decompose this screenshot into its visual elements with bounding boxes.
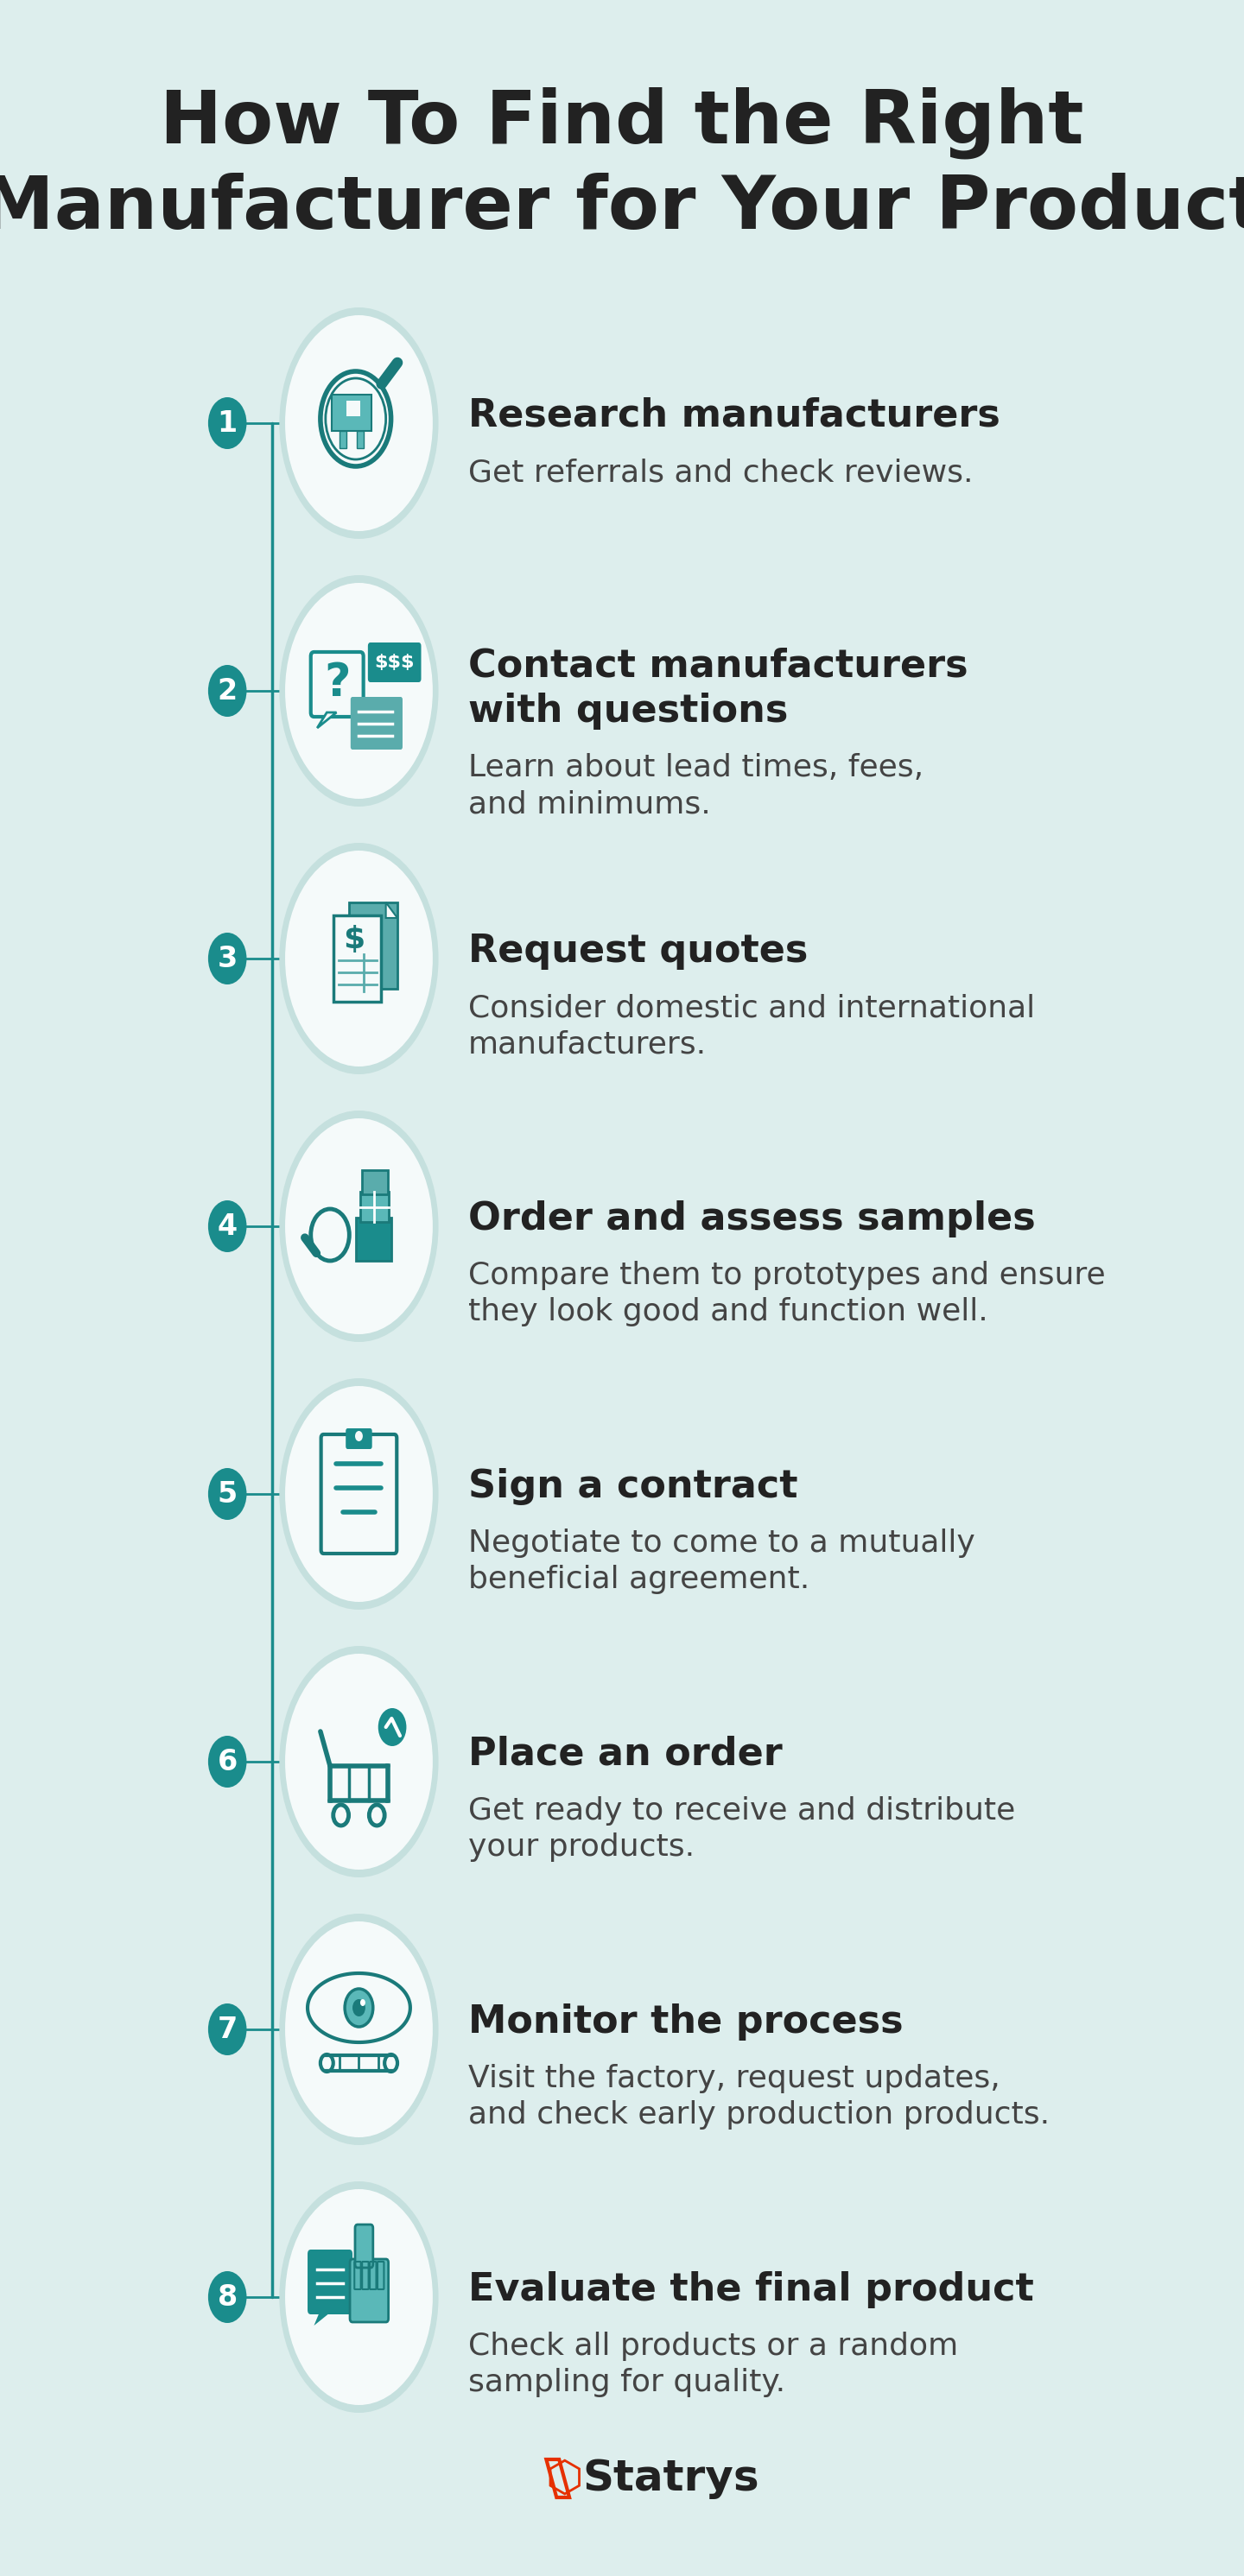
Ellipse shape — [280, 574, 438, 806]
Circle shape — [208, 1736, 246, 1788]
FancyBboxPatch shape — [321, 1435, 397, 1553]
FancyBboxPatch shape — [346, 1427, 372, 1450]
FancyBboxPatch shape — [361, 1193, 389, 1221]
FancyBboxPatch shape — [346, 402, 361, 417]
FancyBboxPatch shape — [307, 2249, 352, 2313]
FancyBboxPatch shape — [357, 430, 364, 448]
Text: 4: 4 — [218, 1211, 238, 1242]
Circle shape — [345, 1989, 373, 2027]
Ellipse shape — [285, 1922, 433, 2138]
Text: and check early production products.: and check early production products. — [468, 2099, 1050, 2130]
Text: Sign a contract: Sign a contract — [468, 1468, 797, 1504]
Text: Negotiate to come to a mutually: Negotiate to come to a mutually — [468, 1528, 975, 1558]
Ellipse shape — [285, 850, 433, 1066]
Ellipse shape — [285, 1118, 433, 1334]
Text: How To Find the Right: How To Find the Right — [160, 88, 1084, 160]
Ellipse shape — [280, 1646, 438, 1878]
FancyBboxPatch shape — [340, 430, 347, 448]
Text: $$$: $$$ — [374, 654, 414, 670]
Text: ?: ? — [323, 659, 351, 706]
Ellipse shape — [285, 1654, 433, 1870]
FancyBboxPatch shape — [311, 652, 363, 716]
Circle shape — [355, 1430, 363, 1443]
Ellipse shape — [280, 1110, 438, 1342]
Text: Monitor the process: Monitor the process — [468, 2004, 903, 2040]
Circle shape — [208, 1468, 246, 1520]
Text: Get ready to receive and distribute: Get ready to receive and distribute — [468, 1795, 1015, 1826]
FancyBboxPatch shape — [331, 394, 371, 430]
Text: your products.: your products. — [468, 1832, 694, 1862]
Text: $: $ — [343, 925, 364, 953]
Polygon shape — [317, 714, 336, 729]
FancyBboxPatch shape — [356, 1218, 391, 1260]
Text: Check all products or a random: Check all products or a random — [468, 2331, 958, 2362]
Text: Get referrals and check reviews.: Get referrals and check reviews. — [468, 459, 973, 487]
Text: beneficial agreement.: beneficial agreement. — [468, 1564, 810, 1595]
Text: manufacturers.: manufacturers. — [468, 1030, 707, 1059]
Text: Consider domestic and international: Consider domestic and international — [468, 994, 1035, 1023]
Text: with questions: with questions — [468, 693, 787, 729]
Ellipse shape — [285, 314, 433, 531]
Text: 1: 1 — [218, 410, 238, 438]
Polygon shape — [386, 902, 397, 917]
Polygon shape — [313, 2311, 333, 2326]
FancyBboxPatch shape — [368, 641, 422, 683]
Text: 6: 6 — [218, 1747, 238, 1775]
Ellipse shape — [280, 842, 438, 1074]
Circle shape — [378, 1708, 407, 1747]
Ellipse shape — [285, 582, 433, 799]
Ellipse shape — [280, 1378, 438, 1610]
Ellipse shape — [285, 1386, 433, 1602]
FancyBboxPatch shape — [333, 914, 382, 1002]
Text: Evaluate the final product: Evaluate the final product — [468, 2272, 1034, 2308]
Circle shape — [208, 2272, 246, 2324]
Text: Compare them to prototypes and ensure: Compare them to prototypes and ensure — [468, 1260, 1105, 1291]
Text: Request quotes: Request quotes — [468, 933, 807, 969]
Ellipse shape — [280, 307, 438, 538]
Circle shape — [361, 1999, 366, 2007]
Text: 5: 5 — [218, 1479, 238, 1507]
Text: 3: 3 — [218, 945, 238, 974]
FancyBboxPatch shape — [351, 698, 403, 750]
Text: 8: 8 — [218, 2282, 238, 2311]
Circle shape — [208, 397, 246, 448]
Text: they look good and function well.: they look good and function well. — [468, 1298, 988, 1327]
Circle shape — [352, 1999, 366, 2017]
Text: and minimums.: and minimums. — [468, 788, 710, 819]
FancyBboxPatch shape — [350, 902, 397, 989]
Text: Place an order: Place an order — [468, 1736, 782, 1772]
Ellipse shape — [280, 2182, 438, 2414]
FancyBboxPatch shape — [350, 2259, 388, 2321]
Text: Manufacturer for Your Product: Manufacturer for Your Product — [0, 173, 1244, 245]
Text: 7: 7 — [218, 2014, 238, 2043]
Circle shape — [208, 1200, 246, 1252]
Circle shape — [208, 665, 246, 716]
Circle shape — [208, 933, 246, 984]
Circle shape — [208, 2004, 246, 2056]
Text: Visit the factory, request updates,: Visit the factory, request updates, — [468, 2063, 1000, 2094]
FancyBboxPatch shape — [355, 2226, 373, 2267]
Ellipse shape — [280, 1914, 438, 2146]
Text: sampling for quality.: sampling for quality. — [468, 2367, 785, 2398]
Ellipse shape — [285, 2190, 433, 2406]
Text: Learn about lead times, fees,: Learn about lead times, fees, — [468, 752, 923, 783]
Text: ⬡: ⬡ — [545, 2458, 583, 2499]
Text: Research manufacturers: Research manufacturers — [468, 397, 1000, 435]
Text: Order and assess samples: Order and assess samples — [468, 1200, 1035, 1236]
Text: Statrys: Statrys — [582, 2458, 759, 2499]
Text: 2: 2 — [218, 677, 238, 706]
FancyBboxPatch shape — [362, 1170, 388, 1195]
Text: Contact manufacturers: Contact manufacturers — [468, 647, 968, 685]
